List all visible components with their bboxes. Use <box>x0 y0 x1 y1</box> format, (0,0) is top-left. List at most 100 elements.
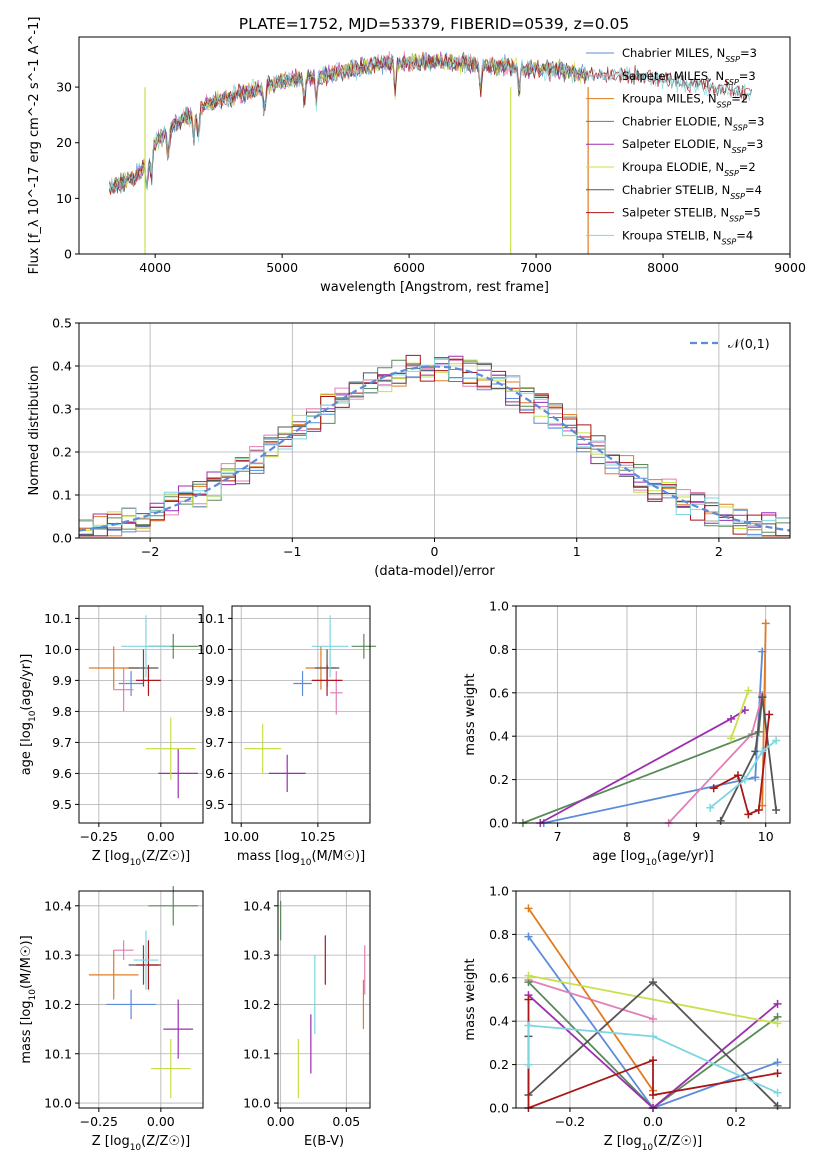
errorbar-axes: 0.00 0.05 10.0 10.1 10.2 10.3 10.4 E(B-V) <box>243 898 360 1149</box>
y-tick-label: 9.8 <box>205 704 225 719</box>
errorbars <box>88 886 199 1099</box>
x-tick-label: 7000 <box>520 260 552 275</box>
y-tick-label: 9.6 <box>52 766 72 781</box>
x-axis-label: Z [log10(Z/Z☉)] <box>92 1134 190 1153</box>
y-tick-label: 0.6 <box>489 970 509 985</box>
y-tick-label: 0.0 <box>52 531 72 546</box>
x-tick-label: −0.2 <box>555 1114 585 1129</box>
y-tick-label: 9.6 <box>205 766 225 781</box>
massweight-point <box>744 810 753 819</box>
massweight-point <box>740 706 749 715</box>
y-tick-label: 10.0 <box>44 1096 72 1111</box>
massweight-line <box>730 690 750 739</box>
grid <box>278 891 370 1108</box>
y-tick-label: 10.4 <box>44 898 72 913</box>
massweight-point <box>706 803 715 812</box>
histograms <box>78 354 791 537</box>
y-tick-label: 30 <box>56 80 72 95</box>
massweight-line <box>543 651 764 824</box>
massweight-line <box>527 907 654 1092</box>
y-tick-label: 1.0 <box>489 884 509 899</box>
axes-frame <box>78 890 204 1109</box>
figure-title: PLATE=1752, MJD=53379, FIBERID=0539, z=0… <box>239 15 629 33</box>
massweight-point <box>716 816 725 825</box>
massweight-point <box>524 1021 533 1030</box>
x-tick-label: 1 <box>573 544 581 559</box>
massweight-point <box>751 773 760 782</box>
y-tick-label: 0 <box>64 247 72 262</box>
massweight-point <box>773 1019 782 1028</box>
massweight-point <box>754 805 763 814</box>
massweight-point <box>773 1088 782 1097</box>
legend-entry: Kroupa STELIB, NSSP=4 <box>622 228 753 246</box>
y-tick-label: 0.3 <box>52 402 72 417</box>
y-tick-label: 0.8 <box>489 642 509 657</box>
y-tick-label: 0.8 <box>489 927 509 942</box>
y-tick-label: 0.0 <box>489 1101 509 1116</box>
y-tick-label: 0.4 <box>489 729 509 744</box>
y-tick-label: 9.5 <box>52 797 72 812</box>
errorbar-axes: −0.25 0.00 9.5 9.6 9.7 9.8 9.9 10.0 10.1 Z [log10… <box>19 611 190 868</box>
axes-frame <box>277 890 371 1109</box>
histogram-axes: −2 −1 0 1 2 0.0 0.1 0.2 0.3 0.4 0.5 (data-model)/er… <box>27 316 790 579</box>
axes-frame <box>515 890 791 1109</box>
massweight-point <box>744 686 753 695</box>
massweight-point <box>649 978 657 987</box>
errorbars <box>280 900 366 1099</box>
errorbars <box>244 615 377 792</box>
y-tick-label: 10.1 <box>44 611 72 626</box>
y-tick-label: 10.0 <box>243 1096 271 1111</box>
normal-curve <box>78 365 791 532</box>
massweight-point <box>772 805 781 814</box>
axes-frame <box>515 605 791 824</box>
y-tick-label: 9.7 <box>205 735 225 750</box>
y-tick-label: 10 <box>56 191 72 206</box>
errorbar-axes: −0.25 0.00 10.0 10.1 10.2 10.3 10.4 Z [log10(Z/… <box>19 898 190 1153</box>
massweight-axes: −0.2 0.0 0.2 0.0 0.2 0.4 0.6 0.8 1.0 Z [log10(Z/Z… <box>463 884 790 1153</box>
x-tick-label: 2 <box>715 544 723 559</box>
x-tick-label: 9000 <box>774 260 806 275</box>
x-axis-label: age [log10(age/yr)] <box>592 849 714 868</box>
x-axis-label: wavelength [Angstrom, rest frame] <box>320 280 549 295</box>
x-tick-label: −2 <box>141 544 159 559</box>
massweight-point <box>761 619 770 628</box>
legend-entry: Chabrier ELODIE, NSSP=3 <box>622 114 764 131</box>
massweight-point <box>727 734 736 743</box>
x-tick-label: 0.00 <box>147 829 175 844</box>
y-tick-label: 10.1 <box>44 1046 72 1061</box>
y-tick-label: 0.4 <box>489 1014 509 1029</box>
massweight-point <box>773 999 782 1008</box>
y-tick-label: 9.9 <box>52 673 72 688</box>
y-axis-label: mass weight <box>463 673 478 755</box>
y-tick-label: 0.1 <box>52 488 72 503</box>
massweight-line <box>527 1024 778 1094</box>
grid <box>79 891 203 1108</box>
x-tick-label: 7 <box>554 829 562 844</box>
errorbar-axes: 10.00 10.25 9.5 9.6 9.7 9.8 9.9 10.0 10.1 mass [l… <box>197 611 365 868</box>
spectrum-axes: 4000 5000 6000 7000 8000 9000 0 10 20 30 wavelengt… <box>27 17 806 295</box>
y-tick-label: 10.2 <box>243 997 271 1012</box>
axes-frame <box>231 605 371 824</box>
massweight-point <box>524 904 533 913</box>
massweight-point <box>773 1058 782 1067</box>
x-tick-label: −0.25 <box>80 829 118 844</box>
y-tick-label: 20 <box>56 135 72 150</box>
massweight-point <box>524 932 533 941</box>
y-tick-label: 10.3 <box>44 948 72 963</box>
legend-entry: Chabrier STELIB, NSSP=4 <box>622 183 762 201</box>
massweight-line <box>528 974 778 1025</box>
legend-entry: Kroupa ELODIE, NSSP=2 <box>622 160 756 178</box>
massweight-point <box>773 1069 782 1078</box>
x-tick-label: 10.00 <box>223 829 259 844</box>
x-tick-label: 0.2 <box>726 1114 746 1129</box>
massweight-point <box>649 1056 657 1065</box>
x-tick-label: 0.0 <box>643 1114 663 1129</box>
massweight-point <box>751 747 760 756</box>
grid <box>79 606 203 823</box>
x-tick-label: 0 <box>431 544 439 559</box>
y-axis-label: mass [log10(M/M☉)] <box>19 935 38 1063</box>
legend-entry: Kroupa MILES, NSSP=2 <box>622 92 748 110</box>
x-axis-label: mass [log10(M/M☉)] <box>237 849 365 868</box>
y-tick-label: 10.1 <box>243 1046 271 1061</box>
y-tick-label: 10.0 <box>197 642 225 657</box>
